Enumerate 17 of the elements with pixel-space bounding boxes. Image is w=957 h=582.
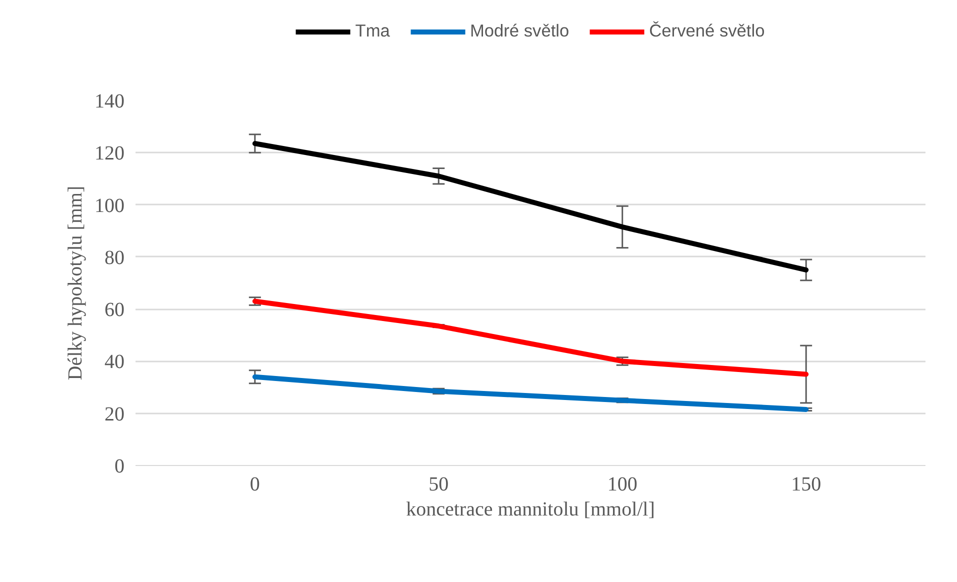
x-tick-label: 100: [607, 474, 638, 496]
x-tick-label: 50: [428, 474, 449, 496]
x-tick-label: 0: [250, 474, 260, 496]
y-tick-label: 20: [104, 403, 124, 426]
y-axis-title: Délky hypokotylu [mm]: [64, 186, 86, 380]
y-tick-label: 80: [104, 246, 124, 269]
x-axis-title: koncetrace mannitolu [mmol/l]: [406, 498, 655, 520]
y-tick-label: 100: [94, 194, 124, 217]
legend-label: Tma: [355, 20, 390, 42]
y-tick-label: 120: [94, 142, 124, 165]
y-tick-label: 140: [94, 90, 124, 112]
y-tick-label: 60: [104, 299, 124, 322]
y-tick-label: 0: [114, 456, 124, 478]
legend-label: Červené světlo: [649, 20, 765, 42]
x-tick-label: 150: [791, 474, 822, 496]
legend-label: Modré světlo: [470, 20, 570, 42]
y-tick-label: 40: [104, 351, 124, 374]
